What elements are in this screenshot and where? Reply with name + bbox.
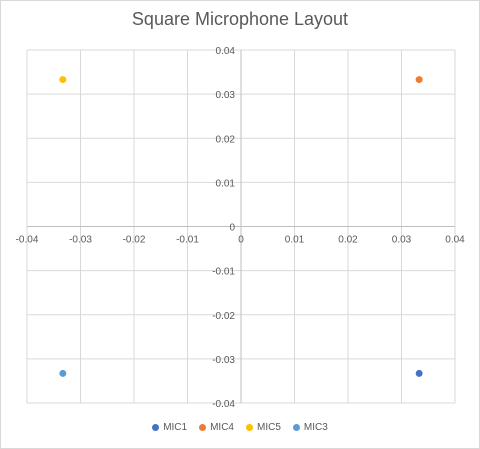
y-tick-label: 0.02 xyxy=(216,134,236,145)
legend-marker-icon xyxy=(152,424,160,431)
legend-label: MIC5 xyxy=(257,422,281,433)
y-tick-label: -0.04 xyxy=(212,399,235,410)
legend-item-mic3: MIC3 xyxy=(292,422,328,433)
legend-label: MIC4 xyxy=(210,422,234,433)
y-tick-label: 0.01 xyxy=(216,178,236,189)
x-tick-label: 0 xyxy=(238,235,244,246)
data-point-mic3 xyxy=(59,369,67,377)
y-tick-label: 0.03 xyxy=(216,90,236,101)
x-tick-label: -0.02 xyxy=(123,235,146,246)
chart-title: Square Microphone Layout xyxy=(131,9,349,29)
x-tick-label: 0.03 xyxy=(392,235,412,246)
data-point-mic4 xyxy=(415,76,423,84)
axes xyxy=(27,50,455,403)
y-tick-label: -0.01 xyxy=(212,267,235,278)
x-tick-label: -0.04 xyxy=(16,235,39,246)
legend-label: MIC1 xyxy=(163,422,188,433)
legend-marker-icon xyxy=(199,424,207,431)
data-points xyxy=(59,76,423,377)
y-tick-labels: 0.04 0.03 0.02 0.01 0 -0.01 -0.02 -0.03 -0.04 xyxy=(212,46,235,410)
legend: MIC1 MIC4 MIC5 MIC3 xyxy=(0,422,480,433)
x-tick-label: 0.02 xyxy=(338,235,358,246)
data-point-mic1 xyxy=(415,369,423,377)
legend-item-mic4: MIC4 xyxy=(199,422,234,433)
y-tick-label: 0 xyxy=(229,223,235,234)
y-tick-label: -0.02 xyxy=(212,311,235,322)
x-tick-label: 0.01 xyxy=(285,235,305,246)
x-tick-label: -0.01 xyxy=(176,235,199,246)
y-tick-label: 0.04 xyxy=(216,46,236,57)
legend-marker-icon xyxy=(246,424,253,431)
x-tick-label: -0.03 xyxy=(69,235,92,246)
legend-label: MIC3 xyxy=(303,422,328,433)
legend-marker-icon xyxy=(292,424,300,431)
x-tick-labels: -0.04 -0.03 -0.02 -0.01 0 0.01 0.02 0.03 0.04 xyxy=(16,235,466,246)
legend-item-mic1: MIC1 xyxy=(152,422,187,433)
legend-item-mic5: MIC5 xyxy=(246,422,281,433)
y-tick-label: -0.03 xyxy=(212,355,235,366)
data-point-mic5 xyxy=(59,76,67,84)
x-tick-label: 0.04 xyxy=(445,235,465,246)
